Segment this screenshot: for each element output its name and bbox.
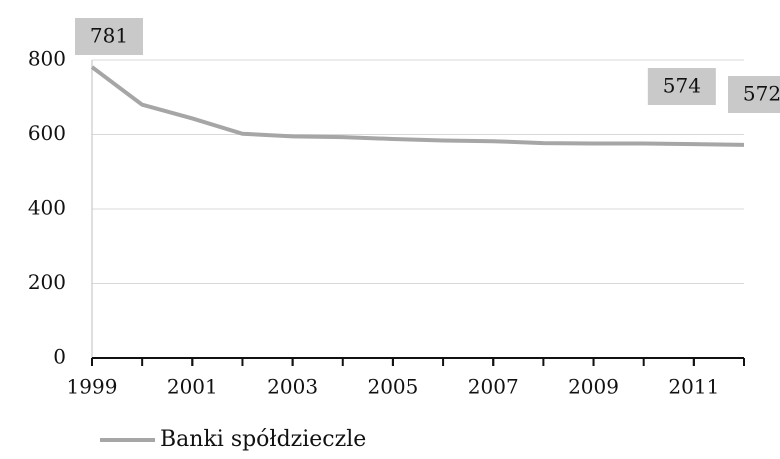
value-label-box [647,68,716,105]
value-label: 781 [90,24,128,48]
x-tick-label: 2011 [668,375,719,399]
x-tick-label: 2003 [267,375,318,399]
data-line [90,65,745,147]
y-tick-label: 400 [28,196,66,220]
y-tick-label: 800 [28,47,66,71]
x-tick-label: 1999 [67,375,118,399]
y-tick-label: 600 [28,121,66,145]
y-tick-label: 200 [28,270,66,294]
x-tick-label: 2005 [367,375,418,399]
legend-label: Banki spółdzieczle [160,427,366,452]
value-label: 572 [743,82,780,106]
x-tick-label: 2009 [568,375,619,399]
value-label: 574 [663,74,701,98]
value-label-box [75,18,143,55]
y-tick-label: 0 [53,345,66,369]
x-tick-label: 2007 [468,375,519,399]
value-label-box [728,76,780,113]
x-tick-label: 2001 [167,375,218,399]
